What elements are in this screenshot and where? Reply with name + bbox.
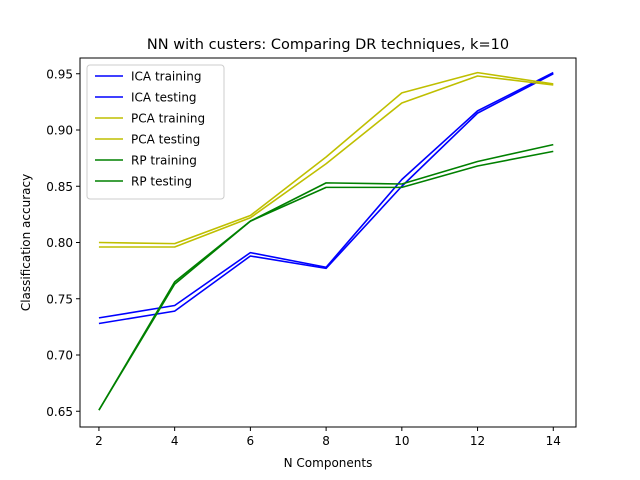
y-tick-label: 0.70 (46, 349, 73, 363)
chart-title: NN with custers: Comparing DR techniques… (147, 37, 509, 53)
y-tick-label: 0.80 (46, 236, 73, 250)
y-axis-label: Classification accuracy (19, 174, 33, 311)
x-axis-label: N Components (284, 456, 373, 470)
legend-label: RP testing (131, 175, 192, 189)
series-line-rp-training (98, 143, 554, 411)
x-tick-label: 14 (546, 434, 561, 448)
x-tick-label: 2 (95, 434, 103, 448)
legend-label: PCA testing (131, 133, 200, 147)
y-tick-label: 0.65 (46, 405, 73, 419)
series-line-pca-testing (98, 75, 554, 248)
legend: ICA training ICA testing PCA training PCA t… (86, 64, 225, 200)
y-tick-label: 0.75 (46, 292, 73, 306)
y-tick-label: 0.90 (46, 124, 73, 138)
y-axis-ticks: 0.65 0.70 0.75 0.80 0.85 0.90 0.95 (46, 67, 80, 419)
legend-label: ICA testing (131, 91, 197, 105)
legend-label: RP training (131, 154, 197, 168)
x-tick-label: 4 (171, 434, 179, 448)
series-layer (98, 71, 554, 411)
x-tick-label: 8 (322, 434, 330, 448)
x-tick-label: 6 (247, 434, 255, 448)
legend-label: PCA training (131, 112, 205, 126)
series-line-pca-training (98, 71, 554, 245)
y-tick-label: 0.85 (46, 180, 73, 194)
x-tick-label: 10 (394, 434, 409, 448)
series-line-rp-testing (98, 150, 554, 411)
legend-box (86, 64, 225, 200)
x-tick-label: 12 (470, 434, 485, 448)
x-axis-ticks: 2 4 6 8 10 12 14 (95, 427, 561, 448)
series-line-ica-testing (98, 73, 554, 325)
legend-label: ICA training (131, 70, 201, 84)
y-tick-label: 0.95 (46, 67, 73, 81)
